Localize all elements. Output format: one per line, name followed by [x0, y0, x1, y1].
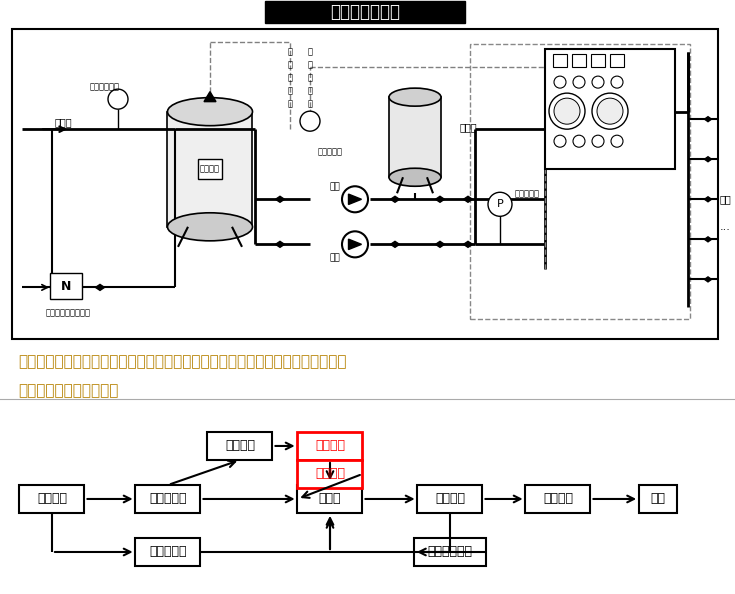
- Text: 压力传感器: 压力传感器: [515, 189, 540, 199]
- Bar: [207, 432, 273, 460]
- Text: 用户: 用户: [720, 194, 732, 204]
- Text: 不良影响。流程图如下：: 不良影响。流程图如下：: [18, 383, 118, 398]
- Text: ...: ...: [720, 222, 731, 232]
- Text: 自来水: 自来水: [55, 117, 73, 127]
- Text: 水泵: 水泵: [329, 183, 340, 192]
- Bar: [591, 54, 605, 67]
- Circle shape: [554, 135, 566, 147]
- Text: 空气隔断阀（可选）: 空气隔断阀（可选）: [46, 308, 91, 317]
- Circle shape: [597, 98, 623, 124]
- Text: 负压反馈: 负压反馈: [315, 440, 345, 453]
- Text: 该设备采用微机控制变频调速实现恒压供水，其中的负压补偿系统克服了对管网的: 该设备采用微机控制变频调速实现恒压供水，其中的负压补偿系统克服了对管网的: [18, 355, 346, 369]
- Circle shape: [554, 98, 580, 124]
- Bar: [414, 538, 486, 566]
- Ellipse shape: [389, 168, 441, 187]
- Ellipse shape: [168, 213, 253, 241]
- Text: 力: 力: [307, 87, 312, 96]
- Text: 电接点压力表: 电接点压力表: [90, 83, 120, 91]
- Bar: [470, 44, 690, 320]
- Bar: [20, 485, 85, 513]
- Ellipse shape: [168, 97, 253, 126]
- Bar: [610, 54, 624, 67]
- Polygon shape: [705, 277, 711, 282]
- Bar: [572, 54, 586, 67]
- Bar: [545, 49, 675, 169]
- Circle shape: [554, 76, 566, 88]
- Text: 稳压补偿器: 稳压补偿器: [318, 148, 343, 157]
- Bar: [265, 1, 465, 23]
- Bar: [298, 460, 362, 488]
- Bar: [135, 538, 201, 566]
- Bar: [12, 29, 718, 340]
- Text: 空: 空: [287, 61, 293, 69]
- Polygon shape: [464, 241, 473, 247]
- Polygon shape: [348, 194, 362, 204]
- Text: 空: 空: [307, 61, 312, 69]
- Circle shape: [342, 231, 368, 257]
- Polygon shape: [276, 196, 284, 203]
- Polygon shape: [705, 157, 711, 162]
- Bar: [639, 485, 677, 513]
- Circle shape: [573, 76, 585, 88]
- Text: 真: 真: [307, 48, 312, 56]
- Polygon shape: [436, 196, 445, 203]
- Text: 压: 压: [307, 74, 312, 83]
- Text: 表: 表: [307, 100, 312, 109]
- Text: 器: 器: [287, 100, 293, 109]
- Circle shape: [300, 111, 320, 131]
- Text: 负压检测: 负压检测: [225, 440, 255, 453]
- Ellipse shape: [389, 88, 441, 106]
- Text: 消: 消: [287, 74, 293, 83]
- Text: 自来水压力: 自来水压力: [149, 545, 187, 558]
- Text: 用户管网: 用户管网: [543, 492, 573, 505]
- Circle shape: [342, 187, 368, 212]
- Text: 用户: 用户: [650, 492, 665, 505]
- Polygon shape: [276, 241, 284, 247]
- Polygon shape: [705, 116, 711, 122]
- Text: 市政管网: 市政管网: [37, 492, 67, 505]
- Text: 水泵机组: 水泵机组: [435, 492, 465, 505]
- Polygon shape: [390, 196, 400, 203]
- Text: 负压消除器: 负压消除器: [149, 492, 187, 505]
- Text: 真: 真: [287, 48, 293, 56]
- Circle shape: [611, 76, 623, 88]
- Text: 储能罐: 储能罐: [460, 122, 478, 132]
- Circle shape: [488, 192, 512, 216]
- Text: 除: 除: [287, 87, 293, 96]
- Circle shape: [592, 135, 604, 147]
- Polygon shape: [348, 239, 362, 249]
- Text: P: P: [497, 200, 503, 209]
- Circle shape: [611, 135, 623, 147]
- Polygon shape: [96, 285, 104, 290]
- Text: 负压控制: 负压控制: [315, 467, 345, 481]
- Bar: [553, 54, 567, 67]
- Circle shape: [108, 89, 128, 109]
- Circle shape: [592, 76, 604, 88]
- Text: 工作原理剖析图: 工作原理剖析图: [330, 3, 400, 21]
- Bar: [168, 112, 253, 227]
- Bar: [298, 432, 362, 460]
- Text: N: N: [61, 280, 71, 293]
- Circle shape: [592, 93, 628, 129]
- Polygon shape: [705, 237, 711, 242]
- Text: 水泵: 水泵: [329, 253, 340, 262]
- Polygon shape: [464, 196, 473, 203]
- Polygon shape: [705, 197, 711, 202]
- Polygon shape: [204, 91, 216, 102]
- Bar: [298, 485, 362, 513]
- Bar: [389, 97, 441, 177]
- Text: 用户管网压力: 用户管网压力: [428, 545, 473, 558]
- Polygon shape: [390, 241, 400, 247]
- Bar: [50, 273, 82, 299]
- Bar: [417, 485, 482, 513]
- Bar: [198, 159, 222, 179]
- Bar: [526, 485, 590, 513]
- Circle shape: [549, 93, 585, 129]
- Bar: [135, 485, 201, 513]
- Text: 液位控制: 液位控制: [200, 165, 220, 173]
- Polygon shape: [436, 241, 445, 247]
- Circle shape: [573, 135, 585, 147]
- Text: 变频器: 变频器: [319, 492, 341, 505]
